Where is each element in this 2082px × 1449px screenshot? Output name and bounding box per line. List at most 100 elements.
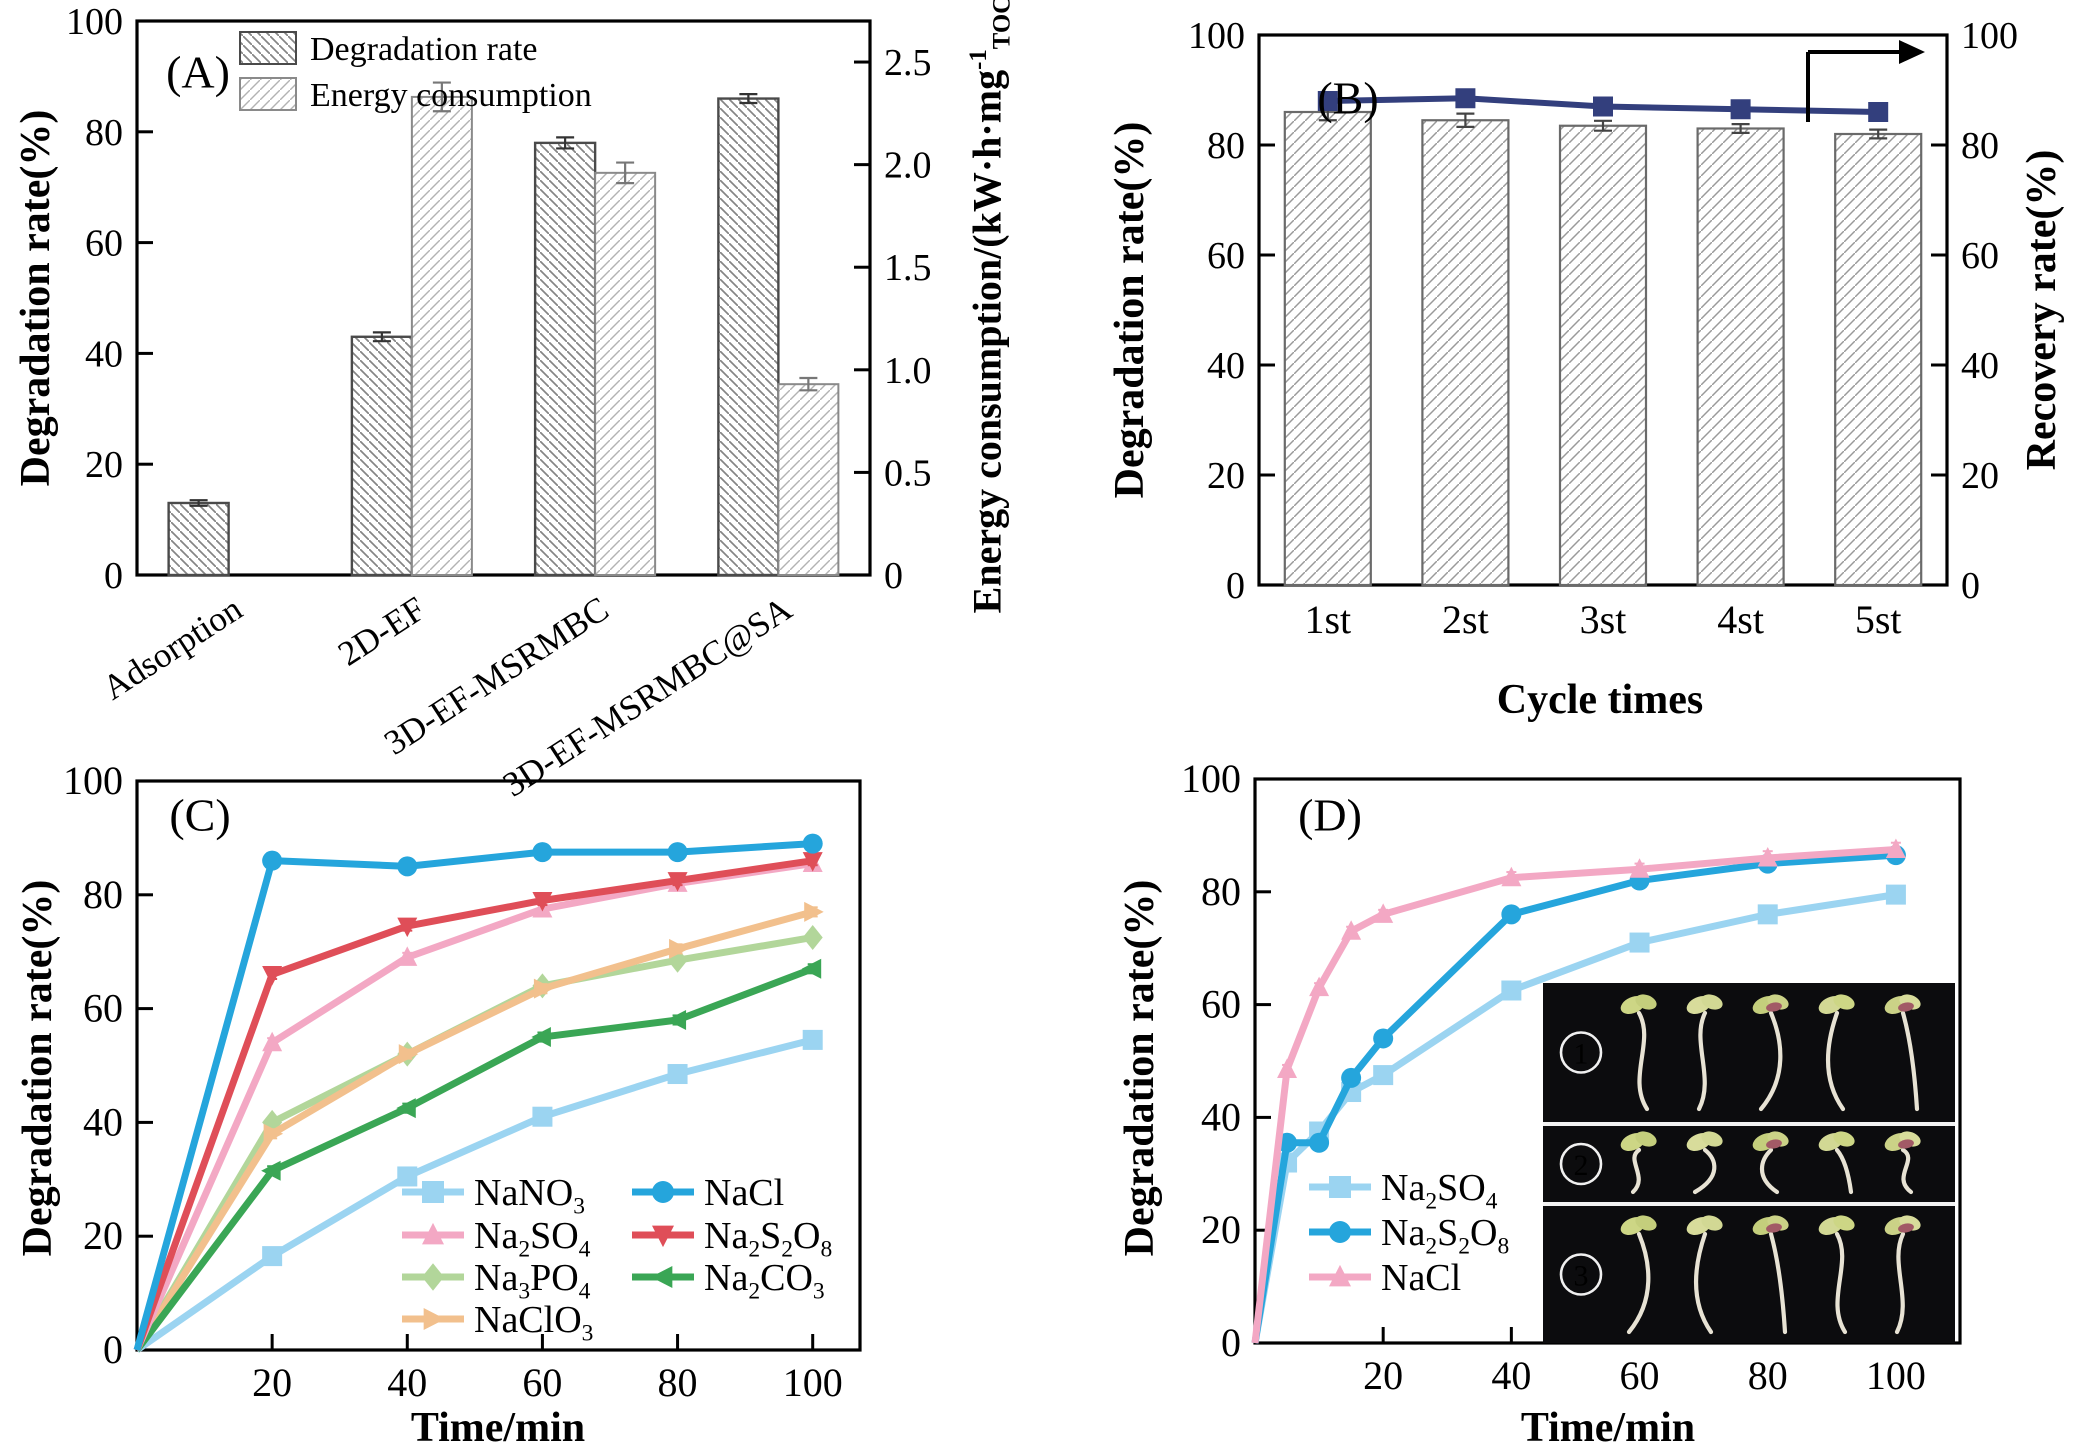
svg-text:40: 40 [1201, 1094, 1241, 1139]
seedling [1686, 994, 1723, 1112]
svg-text:40: 40 [1491, 1353, 1531, 1398]
svg-text:60: 60 [1201, 982, 1241, 1027]
bars [1283, 102, 1923, 587]
series [1251, 838, 1906, 1344]
series-NaCl [133, 833, 823, 1351]
seedling [1818, 1131, 1855, 1195]
panel-a-chart: 0 20 40 60 80 100 0 0.5 1.0 1.5 2.0 2.5 Adsorption 2D… [66, 1, 932, 805]
svg-text:Na2S2O8: Na2S2O8 [1381, 1212, 1509, 1259]
bar-energy-2D-EF [410, 95, 473, 576]
svg-text:60: 60 [1620, 1353, 1660, 1398]
bar-cycle-3st [1558, 124, 1648, 587]
svg-text:40: 40 [1207, 345, 1245, 387]
panel-c-y-axis-title: Degradation rate(%) [15, 879, 61, 1257]
svg-text:0: 0 [1226, 565, 1245, 607]
panel-b-y-axis-title-left: Degradation rate(%) [1107, 121, 1153, 499]
svg-text:40: 40 [1961, 345, 1999, 387]
svg-text:40: 40 [387, 1360, 427, 1405]
svg-text:100: 100 [63, 758, 123, 803]
svg-text:20: 20 [83, 1213, 123, 1258]
seedling [1752, 1131, 1789, 1195]
panel-d-x-axis-title: Time/min [1520, 1405, 1696, 1449]
svg-text:60: 60 [1961, 235, 1999, 277]
svg-text:Na2CO3: Na2CO3 [704, 1257, 825, 1304]
bar-energy-3D-EF-MSRMBC [594, 171, 657, 576]
svg-text:80: 80 [1201, 869, 1241, 914]
svg-text:Energy consumption: Energy consumption [310, 77, 592, 114]
svg-text:60: 60 [522, 1360, 562, 1405]
svg-text:0.5: 0.5 [884, 452, 932, 494]
svg-text:Degradation rate: Degradation rate [310, 31, 538, 68]
svg-text:4st: 4st [1717, 597, 1764, 642]
svg-text:100: 100 [1188, 15, 1245, 57]
svg-text:20: 20 [252, 1360, 292, 1405]
svg-text:60: 60 [85, 223, 123, 265]
series-NaSO [1251, 845, 1906, 1344]
seedling [1818, 1215, 1855, 1335]
bar-degradation-Adsorption [167, 501, 230, 577]
recovery-line [1317, 88, 1889, 122]
seedling [1620, 994, 1657, 1112]
svg-text:2: 2 [1574, 1149, 1589, 1182]
series-NaNO [135, 1029, 823, 1353]
svg-text:NaNO3: NaNO3 [474, 1172, 585, 1219]
svg-text:NaCl: NaCl [704, 1172, 784, 1214]
svg-text:5st: 5st [1855, 597, 1902, 642]
axes: 0 0 20 20 40 40 60 60 80 80 100 100 1st 2st 3st 4st 5st [1188, 15, 2018, 642]
panel-a-y-axis-title-right: Energy consumption/(kW·h·mg-1TOC) [964, 0, 1016, 614]
svg-text:20: 20 [1961, 455, 1999, 497]
svg-text:100: 100 [66, 1, 123, 43]
panel-d-y-axis-title: Degradation rate(%) [1117, 879, 1163, 1257]
panel-c-label: (C) [169, 789, 231, 841]
series-NaCO [134, 958, 822, 1353]
panel-b: 0 0 20 20 40 40 60 60 80 80 100 100 1st 2st 3st 4st 5st [1188, 15, 2018, 642]
svg-text:Adsorption: Adsorption [96, 589, 249, 707]
svg-text:80: 80 [1207, 125, 1245, 167]
bar-degradation-3D-EF-MSRMBC [533, 141, 597, 577]
svg-text:NaCl: NaCl [1381, 1257, 1461, 1299]
bar-cycle-4st [1696, 127, 1785, 587]
panel-a-y-axis-title-left: Degradation rate(%) [13, 109, 59, 487]
series-NaClO [134, 901, 824, 1352]
bar-energy-3D-EF-MSRMBC@SA [777, 383, 840, 576]
legend: Degradation rate Energy consumption [239, 31, 592, 114]
svg-text:80: 80 [658, 1360, 698, 1405]
svg-text:40: 40 [83, 1099, 123, 1144]
panel-c-x-axis-title: Time/min [410, 1405, 586, 1449]
seedling [1620, 1215, 1657, 1335]
svg-text:1.5: 1.5 [884, 247, 932, 289]
svg-text:Na2S2O8: Na2S2O8 [704, 1215, 832, 1262]
svg-text:60: 60 [83, 986, 123, 1031]
svg-text:100: 100 [1961, 15, 2018, 57]
series [133, 833, 824, 1353]
seedling [1752, 1215, 1789, 1335]
bars [167, 81, 840, 577]
seedling [1620, 1131, 1657, 1195]
svg-text:1.0: 1.0 [884, 350, 932, 392]
svg-text:20: 20 [85, 444, 123, 486]
seedling [1884, 1131, 1921, 1195]
svg-text:80: 80 [1748, 1353, 1788, 1398]
right-axis-arrow [1806, 40, 1925, 122]
svg-text:80: 80 [83, 872, 123, 917]
bar-cycle-1st [1283, 110, 1372, 587]
panel-a-label: (A) [166, 46, 230, 98]
panel-d-label: (D) [1298, 789, 1362, 841]
svg-text:Na3PO4: Na3PO4 [474, 1257, 591, 1304]
svg-text:20: 20 [1363, 1353, 1403, 1398]
panel-b-chart: 0 0 20 20 40 40 60 60 80 80 100 100 1st 2st 3st 4st 5st [1188, 15, 2018, 642]
panel-d-chart: 0 20 40 60 80 100 20 40 60 80 100 Na2SO4Na2S2O8NaCl… [1181, 756, 1962, 1398]
inset-photo: 1 2 3 [1543, 983, 1955, 1343]
svg-text:0: 0 [103, 1327, 123, 1372]
svg-text:0: 0 [104, 555, 123, 597]
panel-c: 0 20 40 60 80 100 20 40 60 80 100 NaNO3Na2SO4Na3PO4… [63, 758, 862, 1405]
bar-cycle-2st [1421, 119, 1510, 587]
svg-text:1st: 1st [1304, 597, 1351, 642]
svg-text:0: 0 [1221, 1320, 1241, 1365]
svg-text:100: 100 [1866, 1353, 1926, 1398]
seedling [1884, 1215, 1921, 1335]
axes: 0 20 40 60 80 100 20 40 60 80 100 [63, 758, 862, 1405]
svg-text:NaClO3: NaClO3 [474, 1299, 593, 1346]
bar-degradation-2D-EF [350, 335, 414, 577]
